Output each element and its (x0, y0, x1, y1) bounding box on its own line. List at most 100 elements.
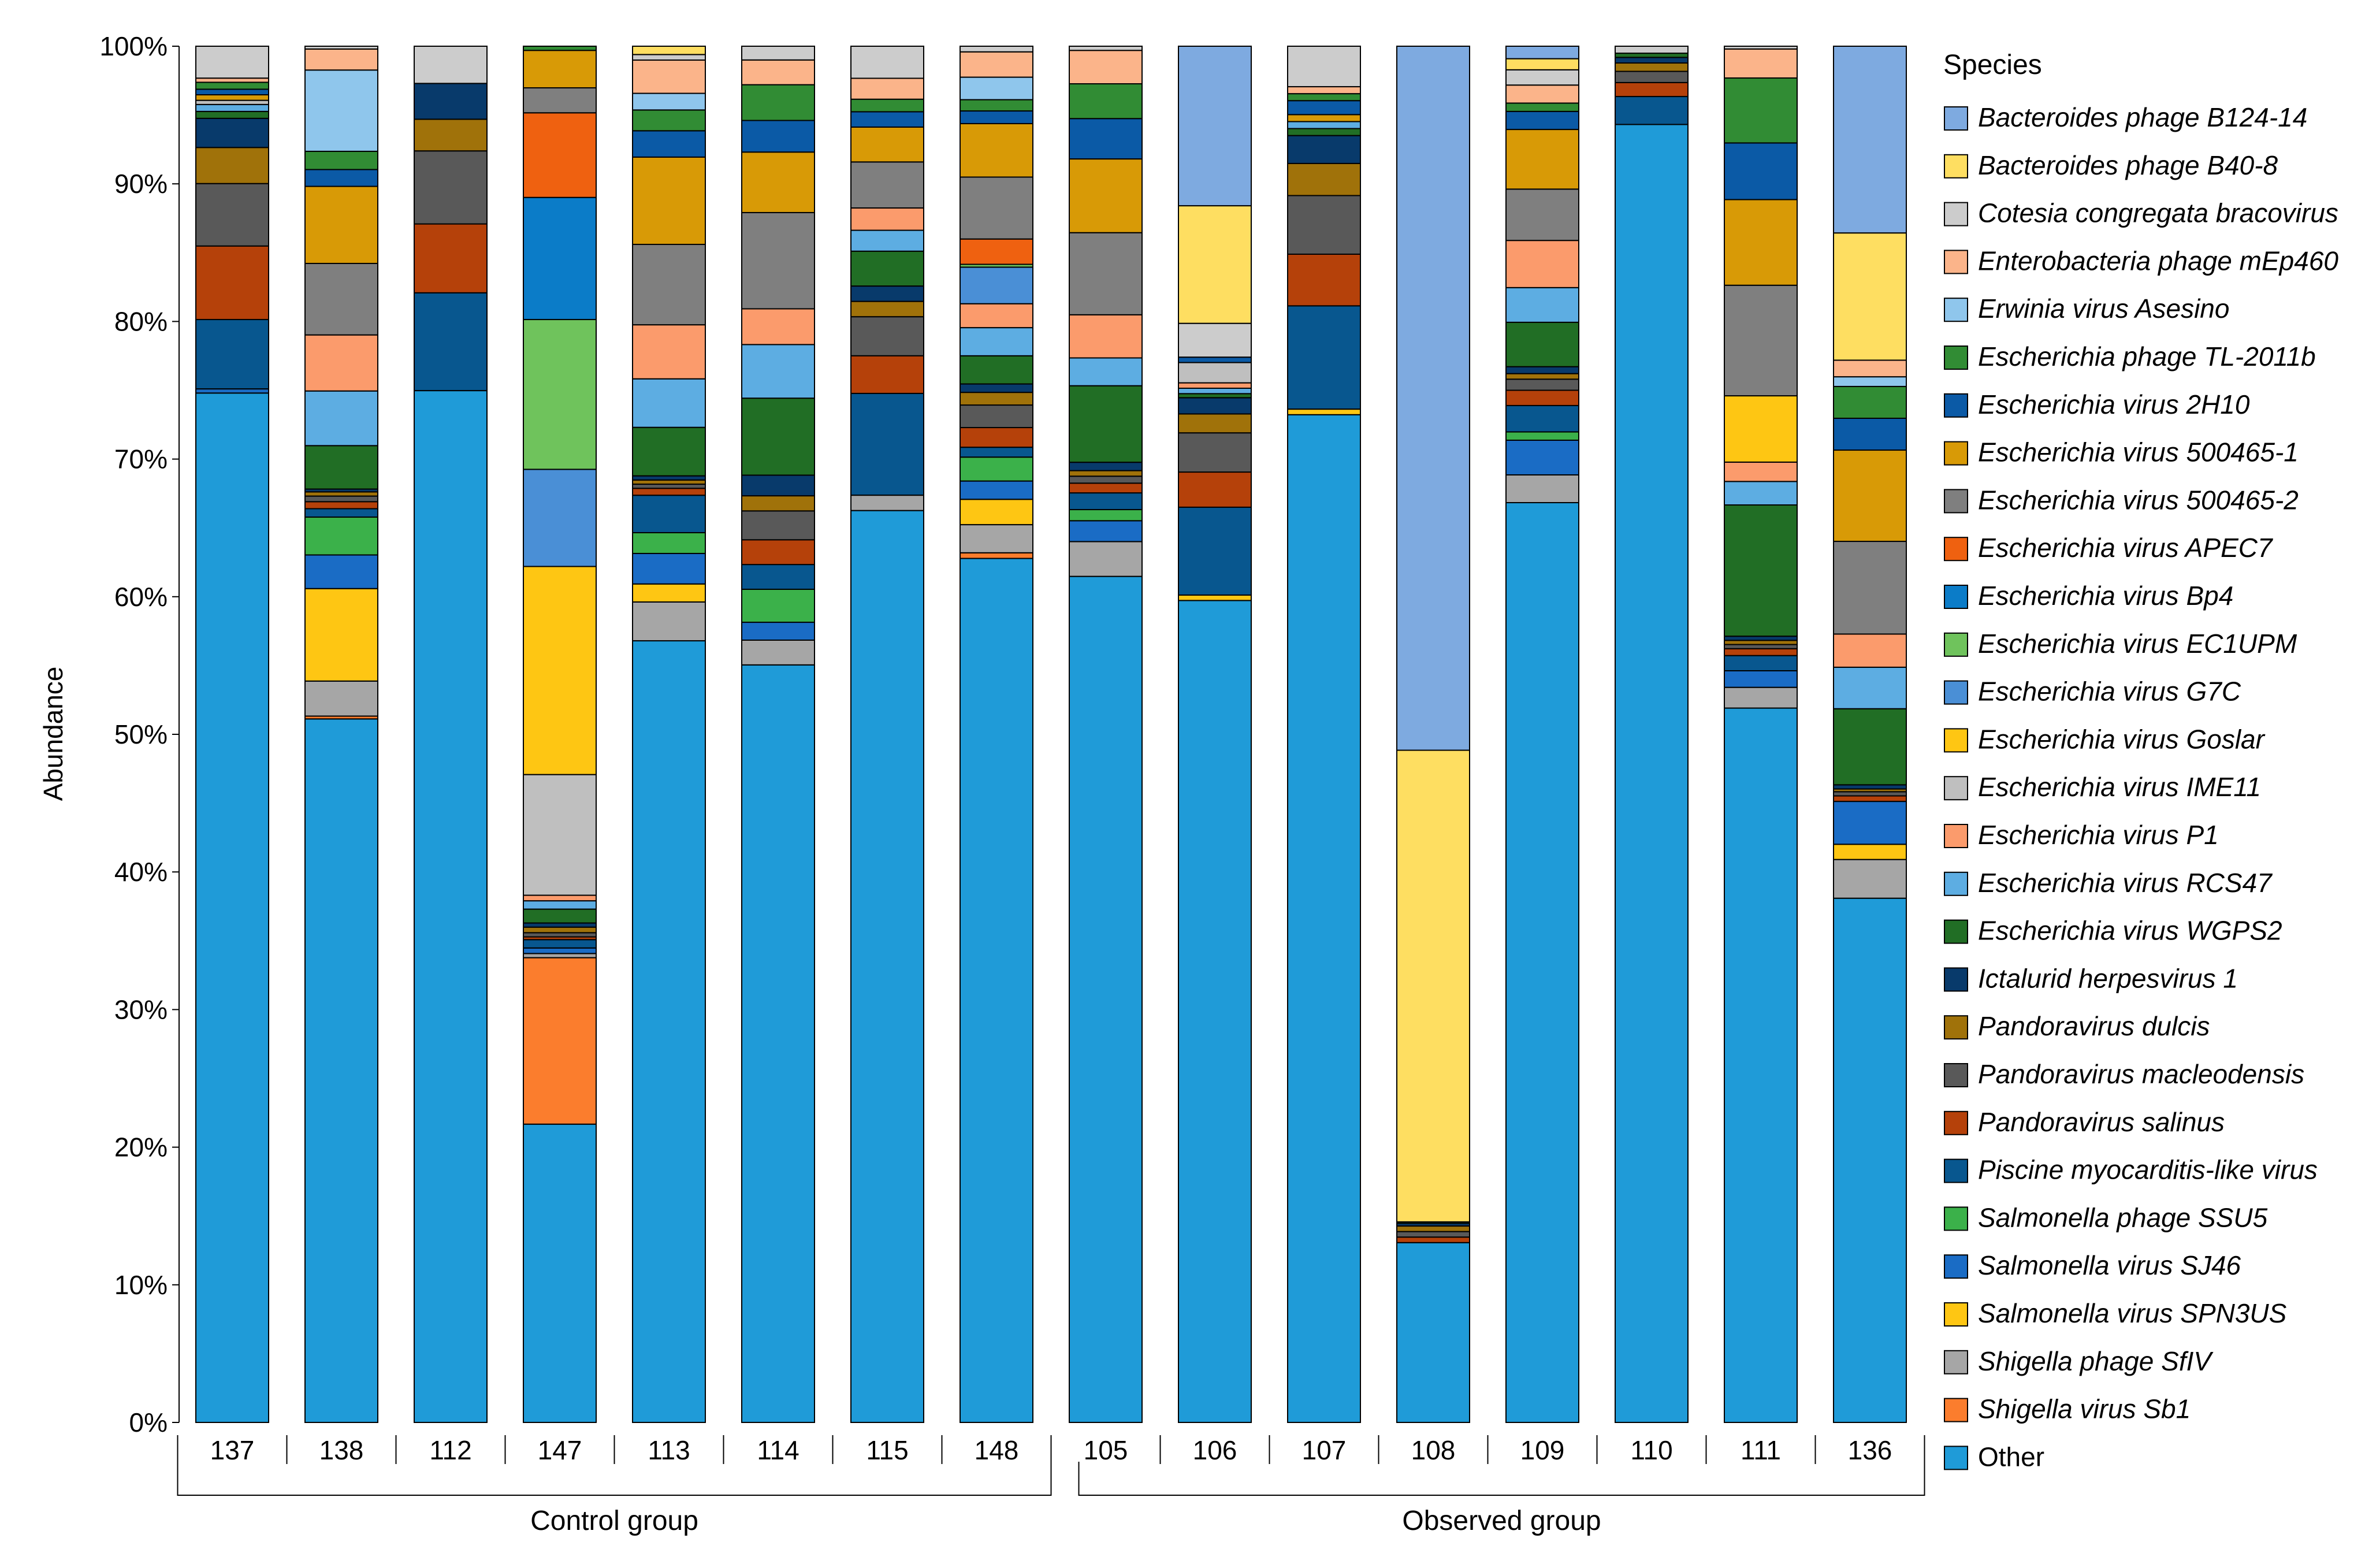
legend-label: Escherichia virus G7C (1978, 677, 2241, 707)
legend-entry: Bacteroides phage B124-14 (1944, 102, 2307, 132)
group-bracket (1078, 1462, 1925, 1496)
segment-piscine-myocarditis-like-virus (1505, 404, 1579, 433)
legend-entry: Escherichia virus IME11 (1944, 772, 2261, 802)
legend-entry: Salmonella phage SSU5 (1944, 1202, 2268, 1232)
segment-cotesia-congregata-bracovirus (414, 46, 488, 84)
segment-escherichia-phage-tl-2011b (1724, 77, 1798, 144)
x-tick-label: 107 (1302, 1435, 1347, 1465)
segment-other (1724, 707, 1798, 1423)
legend-label: Escherichia virus EC1UPM (1978, 629, 2297, 659)
segment-escherichia-virus-500465-2 (304, 262, 378, 336)
segment-escherichia-virus-500465-1 (1833, 449, 1907, 543)
segment-bacteroides-phage-b124-14 (1396, 46, 1470, 751)
segment-shigella-phage-sfiv (960, 524, 1033, 553)
segment-bacteroides-phage-b40-8 (1505, 58, 1579, 70)
bar-107 (1287, 46, 1361, 1423)
segment-escherichia-phage-tl-2011b (1833, 385, 1907, 419)
legend-title: Species (1943, 50, 2042, 80)
legend-swatch (1944, 1254, 1968, 1279)
segment-shigella-phage-sfiv (632, 601, 706, 642)
legend-swatch (1944, 967, 1968, 992)
segment-other (632, 640, 706, 1423)
legend-swatch (1944, 393, 1968, 418)
segment-escherichia-virus-rcs47 (632, 378, 706, 428)
segment-escherichia-virus-500465-2 (850, 161, 924, 209)
segment-escherichia-phage-tl-2011b (1287, 93, 1361, 102)
segment-pandoravirus-macleodensis (850, 316, 924, 356)
segment-escherichia-virus-p1 (1724, 461, 1798, 482)
segment-pandoravirus-salinus (960, 427, 1033, 448)
segment-salmonella-virus-sj46 (960, 480, 1033, 500)
segment-pandoravirus-macleodensis (960, 404, 1033, 429)
legend-entry: Cotesia congregata bracovirus (1944, 198, 2338, 228)
bar-106 (1178, 46, 1252, 1423)
segment-escherichia-virus-wgps2 (195, 110, 269, 119)
segment-ictalurid-herpesvirus-1 (1069, 462, 1143, 471)
y-tick-label: 40% (114, 857, 168, 887)
legend-swatch (1944, 776, 1968, 801)
legend-swatch (1944, 1158, 1968, 1183)
legend-label: Pandoravirus dulcis (1978, 1011, 2210, 1041)
bar-115 (850, 46, 924, 1424)
segment-enterobacteria-phage-mep460 (1724, 48, 1798, 79)
segment-shigella-virus-sb1 (960, 552, 1033, 559)
legend-entry: Escherichia virus G7C (1944, 677, 2241, 707)
x-axis: 137 138 112 147 113 114 115 148 105 106 107 108 109 1… (177, 1435, 1925, 1465)
segment-escherichia-virus-wgps2 (1724, 504, 1798, 637)
segment-escherichia-virus-2h10 (850, 111, 924, 128)
legend-entry: Escherichia virus 500465-2 (1944, 485, 2299, 515)
legend-swatch (1944, 1063, 1968, 1087)
segment-escherichia-virus-wgps2 (1069, 385, 1143, 463)
legend-swatch (1944, 106, 1968, 131)
segment-salmonella-virus-sj46 (1505, 439, 1579, 475)
segment-cotesia-congregata-bracovirus (1615, 46, 1689, 54)
segment-escherichia-virus-500465-2 (960, 176, 1033, 240)
segment-salmonella-virus-spn3us (304, 588, 378, 682)
segment-escherichia-virus-rcs47 (741, 344, 815, 399)
segment-piscine-myocarditis-like-virus (523, 939, 597, 949)
legend-entry: Salmonella virus SJ46 (1944, 1250, 2241, 1280)
x-tick-label: 113 (648, 1435, 690, 1465)
segment-pandoravirus-salinus (1615, 81, 1689, 98)
segment-escherichia-virus-rcs47 (850, 229, 924, 252)
legend-swatch (1944, 537, 1968, 562)
legend-swatch (1944, 585, 1968, 609)
segment-pandoravirus-macleodensis (1505, 378, 1579, 391)
segment-escherichia-virus-rcs47 (1069, 357, 1143, 387)
segment-cotesia-congregata-bracovirus (195, 46, 269, 79)
segment-escherichia-virus-bp4 (523, 196, 597, 321)
legend-label: Ictalurid herpesvirus 1 (1978, 963, 2238, 993)
segment-escherichia-virus-rcs47 (1724, 481, 1798, 506)
segment-other (414, 390, 488, 1423)
legend-swatch (1944, 632, 1968, 657)
legend-swatch (1944, 871, 1968, 896)
segment-shigella-virus-sb1 (523, 957, 597, 1125)
legend-swatch (1944, 1110, 1968, 1135)
segment-pandoravirus-dulcis (632, 479, 706, 485)
segment-enterobacteria-phage-mep460 (632, 59, 706, 94)
segment-salmonella-virus-sj46 (523, 947, 597, 954)
segment-ictalurid-herpesvirus-1 (523, 922, 597, 928)
legend-swatch (1944, 680, 1968, 705)
y-tick-label: 90% (114, 169, 168, 199)
legend-label: Escherichia phage TL-2011b (1978, 341, 2316, 371)
segment-salmonella-phage-ssu5 (1069, 509, 1143, 522)
segment-other (1069, 575, 1143, 1423)
segment-escherichia-phage-tl-2011b (960, 99, 1033, 112)
segment-other (523, 1123, 597, 1423)
legend-swatch (1944, 298, 1968, 322)
segment-salmonella-virus-spn3us (632, 583, 706, 603)
legend-entry: Escherichia virus 2H10 (1944, 389, 2250, 419)
segment-escherichia-virus-2h10 (632, 130, 706, 158)
legend-swatch (1944, 1302, 1968, 1327)
segment-erwinia-virus-asesino (1833, 376, 1907, 387)
segment-salmonella-virus-spn3us (1833, 844, 1907, 860)
legend-entry: Escherichia virus P1 (1944, 820, 2219, 850)
segment-escherichia-virus-500465-1 (960, 122, 1033, 178)
segment-escherichia-virus-rcs47 (304, 390, 378, 447)
bar-area (195, 46, 1907, 1424)
segment-escherichia-virus-rcs47 (1833, 666, 1907, 709)
segment-escherichia-virus-2h10 (304, 169, 378, 187)
segment-escherichia-virus-p1 (741, 308, 815, 345)
